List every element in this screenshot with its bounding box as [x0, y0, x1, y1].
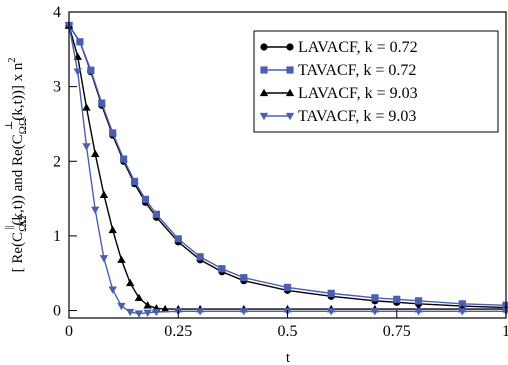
x-tick-label: 0.5 [278, 323, 298, 340]
data-point [125, 308, 135, 317]
data-point [174, 235, 182, 243]
data-point [108, 286, 117, 294]
x-tick-label: 1 [502, 323, 508, 340]
y-axis-label-sub1: ΩΩ [17, 216, 29, 232]
legend-entry: TAVACF, k = 9.03 [259, 108, 416, 125]
data-point [108, 225, 117, 234]
y-tick-label: 0 [53, 303, 61, 320]
data-point [327, 289, 335, 297]
y-axis-label-sup1: || [4, 226, 15, 230]
data-point [120, 155, 128, 163]
plot-area [64, 21, 508, 318]
data-point [160, 304, 170, 313]
y-axis-label-sub2: ΩΩ [17, 118, 29, 134]
data-point [141, 195, 150, 203]
x-tick-label: 0 [65, 323, 73, 340]
data-point [152, 210, 160, 218]
y-tick-label: 2 [53, 153, 61, 170]
data-point [143, 309, 152, 317]
data-point [117, 302, 126, 311]
y-axis-label-sup3: 2 [7, 58, 18, 63]
data-point [76, 38, 84, 46]
data-point [99, 255, 109, 263]
legend-marker [285, 112, 295, 121]
y-axis-label-part1: [ Re(C [10, 232, 26, 272]
legend-marker [260, 66, 268, 74]
x-axis-label: t [286, 350, 291, 365]
y-tick-label: 3 [53, 79, 61, 96]
data-point [239, 308, 248, 316]
legend-label: LAVACF, k = 0.72 [298, 39, 418, 56]
series-1 [65, 21, 508, 309]
legend-label: LAVACF, k = 9.03 [298, 85, 418, 102]
legend-entry: TAVACF, k = 0.72 [260, 62, 416, 79]
data-point [195, 308, 205, 316]
y-axis-label-sup2: ⊥ [4, 121, 15, 130]
legend-marker [259, 112, 269, 121]
data-point [458, 300, 466, 308]
y-tick-label: 1 [53, 228, 61, 245]
data-point [73, 68, 82, 76]
data-point [134, 310, 144, 318]
data-point [152, 308, 161, 317]
axis-tick-labels: 0 0.25 0.5 0.75 1 0 1 2 3 4 [53, 4, 508, 340]
x-tick-label: 0.25 [164, 323, 192, 340]
series-line [68, 25, 507, 309]
y-axis-label: [ Re(CΩΩ||(k,t)) and Re(CΩΩ⊥(k,t))] x n2 [4, 58, 29, 273]
data-point [283, 283, 292, 291]
legend-box [253, 30, 499, 133]
data-point [327, 308, 336, 316]
data-point [458, 308, 467, 316]
data-point [134, 293, 144, 301]
data-point [82, 103, 91, 111]
data-point [393, 295, 401, 303]
data-point [117, 255, 126, 263]
series-line [68, 25, 506, 315]
data-point [98, 99, 106, 107]
data-point [371, 294, 379, 302]
legend-marker [259, 88, 269, 97]
series-3 [64, 22, 508, 318]
data-point [109, 129, 117, 137]
data-point [91, 149, 100, 157]
y-axis-label-part2: (k,t)) and Re(C [10, 134, 26, 225]
data-point [99, 190, 109, 199]
data-point [130, 177, 139, 186]
data-point [125, 278, 135, 287]
data-point [143, 301, 152, 309]
legend-entry: LAVACF, k = 0.72 [260, 39, 418, 56]
y-tick-label: 4 [53, 4, 61, 21]
legend-entry: LAVACF, k = 9.03 [259, 85, 418, 102]
data-point [91, 206, 100, 214]
data-point [370, 308, 380, 316]
data-point [414, 308, 423, 316]
data-point [87, 66, 95, 74]
data-point [502, 301, 508, 309]
legend-marker [286, 43, 294, 51]
legend: LAVACF, k = 0.72 TAVACF, k = 0.72 LAVACF, … [253, 30, 499, 133]
data-point [415, 297, 423, 305]
legend-marker [260, 43, 268, 51]
y-axis-label-part3: (k,t))] x n [10, 62, 26, 120]
legend-marker [285, 88, 295, 97]
data-point [82, 143, 91, 151]
series-line [68, 25, 507, 307]
data-point [240, 274, 248, 282]
axis-ticks [68, 11, 507, 318]
legend-label: TAVACF, k = 9.03 [298, 108, 416, 125]
data-point [196, 253, 204, 261]
legend-label: TAVACF, k = 0.72 [298, 62, 416, 79]
x-tick-label: 0.75 [383, 323, 411, 340]
legend-marker [286, 66, 294, 74]
data-point [218, 265, 226, 273]
